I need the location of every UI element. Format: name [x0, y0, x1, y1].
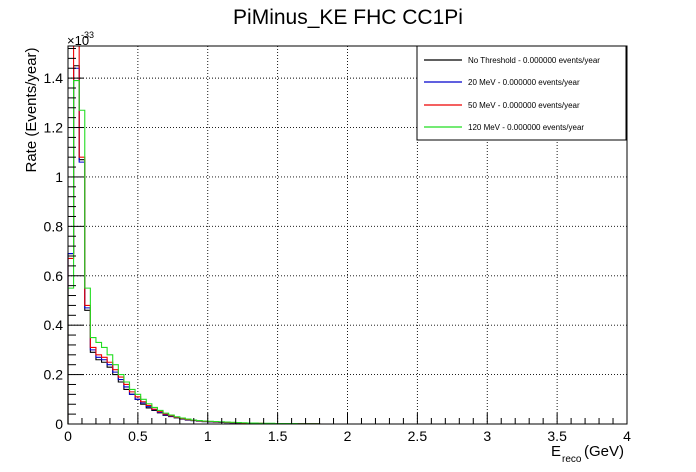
- y-exponent-power: -33: [81, 30, 94, 40]
- legend-label-50mev: 50 MeV - 0.000000 events/year: [468, 101, 580, 110]
- x-tick-label: 4: [623, 428, 631, 444]
- y-exponent-base: ×10: [67, 33, 89, 48]
- y-tick-label: 0.8: [44, 218, 64, 234]
- x-tick-label: 3: [483, 428, 491, 444]
- y-tick-label: 0.4: [44, 317, 64, 333]
- x-tick-label: 1.5: [268, 428, 288, 444]
- y-tick-label: 1: [55, 169, 63, 185]
- y-tick-label: 0: [55, 416, 63, 432]
- y-axis-exponent: ×10 -33: [67, 30, 94, 48]
- x-label-unit: (GeV): [584, 443, 624, 460]
- x-tick-label: 2: [344, 428, 352, 444]
- legend-box: [416, 45, 627, 141]
- x-tick-label: 0.5: [128, 428, 148, 444]
- x-axis-label: E reco (GeV): [551, 443, 624, 465]
- legend-label-120mev: 120 MeV - 0.000000 events/year: [468, 123, 584, 132]
- legend: No Threshold - 0.000000 events/year 20 M…: [416, 45, 627, 141]
- chart-title: PiMinus_KE FHC CC1Pi: [233, 6, 463, 29]
- x-tick-label: 2.5: [408, 428, 428, 444]
- x-label-subscript: reco: [562, 454, 582, 465]
- x-tick-label: 0: [64, 428, 72, 444]
- x-tick-label: 3.5: [547, 428, 567, 444]
- x-label-main: E: [551, 443, 561, 460]
- axis-ticks: 0 0.5 1 1.5 2 2.5 3 3.5 4 0 0.2 0.4 0.6 0.8 1 1.2 1.4: [44, 47, 631, 444]
- y-tick-label: 1.4: [44, 70, 64, 86]
- x-tick-label: 1: [204, 428, 212, 444]
- y-tick-label: 1.2: [44, 120, 64, 136]
- legend-label-no-threshold: No Threshold - 0.000000 events/year: [468, 56, 600, 65]
- y-tick-label: 0.2: [44, 367, 64, 383]
- legend-label-20mev: 20 MeV - 0.000000 events/year: [468, 78, 580, 87]
- y-tick-label: 0.6: [44, 268, 64, 284]
- y-axis-label: Rate (Events/year): [23, 47, 40, 172]
